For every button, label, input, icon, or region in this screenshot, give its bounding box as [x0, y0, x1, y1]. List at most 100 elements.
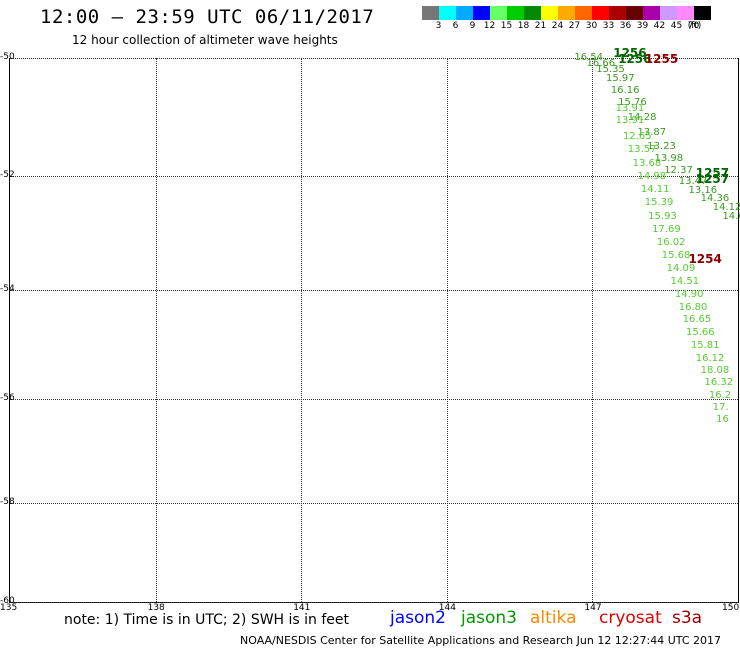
- colorbar-label: 12: [483, 21, 496, 31]
- colorbar-label: 21: [534, 21, 547, 31]
- wave-height-value: 13.98: [654, 152, 684, 164]
- wave-height-value: 14.90: [674, 288, 704, 300]
- longitude-label: 141: [293, 603, 311, 613]
- colorbar-label: 15: [500, 21, 513, 31]
- wave-height-value: 15.97: [605, 73, 635, 85]
- pass-time-label: 1254: [688, 252, 722, 267]
- wave-height-value: 12.37: [664, 164, 693, 176]
- latitude-gridline: [10, 176, 738, 178]
- wave-height-value: 16.80: [678, 301, 708, 313]
- wave-height-value: 15.93: [648, 210, 677, 222]
- map-subtitle: 12 hour collection of altimeter wave hei…: [72, 33, 338, 47]
- colorbar-swatch: [473, 6, 490, 20]
- colorbar-label: 9: [469, 21, 476, 31]
- colorbar-swatch: [558, 6, 575, 20]
- colorbar-label: 6: [452, 21, 459, 31]
- wave-height-value: 16.65: [682, 314, 712, 326]
- wave-height-value: 15.68: [661, 249, 691, 261]
- colorbar-swatch: [456, 6, 473, 20]
- colorbar-label: 3: [435, 21, 442, 31]
- wave-height-value: 14.12: [712, 202, 740, 214]
- latitude-gridline: [10, 58, 738, 59]
- legend-jason3: jason3: [461, 608, 517, 628]
- wave-height-value: 13.91: [615, 102, 645, 114]
- latitude-label: -52: [0, 170, 15, 181]
- colorbar-swatch: [643, 6, 660, 20]
- colorbar-swatch: [694, 6, 711, 20]
- wave-height-value: 13.16: [688, 184, 718, 196]
- longitude-label: 135: [0, 603, 18, 613]
- wave-height-value: 18.08: [700, 364, 730, 376]
- latitude-label: -58: [0, 496, 15, 507]
- wave-height-value: 13.23: [647, 141, 676, 153]
- latitude-gridline: [10, 602, 738, 603]
- colorbar-label: 36: [619, 21, 632, 31]
- wave-height-value: 13.91: [615, 114, 645, 126]
- colorbar-label: 24: [551, 21, 564, 31]
- latitude-gridline: [10, 502, 738, 504]
- pass-time-label: 1256: [613, 46, 647, 61]
- wave-height-value: 16.02: [656, 236, 686, 248]
- wave-height-value: 14.11: [640, 184, 670, 196]
- wave-height-value: 17.69: [652, 223, 681, 235]
- wave-height-value: 16.32: [704, 377, 734, 389]
- wave-height-value: 14.98: [637, 170, 667, 182]
- latitude-label: -60: [0, 596, 15, 606]
- colorbar-label: 30: [585, 21, 598, 31]
- wave-height-colorbar: [422, 6, 711, 20]
- pass-time-label: 1256: [618, 52, 652, 67]
- wave-height-value: 16.54: [574, 52, 604, 63]
- footer-note: note: 1) Time is in UTC; 2) SWH is in fe…: [64, 612, 350, 628]
- colorbar-swatch: [524, 6, 541, 20]
- longitude-label: 144: [438, 603, 456, 613]
- wave-height-value: 14.28: [627, 111, 657, 123]
- colorbar-swatch: [507, 6, 524, 20]
- wave-height-value: 15.81: [690, 339, 720, 351]
- wave-height-value: 15.35: [596, 64, 625, 76]
- colorbar-swatch: [660, 6, 677, 20]
- colorbar-swatch: [677, 6, 694, 20]
- colorbar-label: 33: [602, 21, 615, 31]
- map-title: 12:00 – 23:59 UTC 06/11/2017: [40, 6, 375, 28]
- wave-height-value: 14.36: [700, 193, 730, 205]
- colorbar-swatch: [439, 6, 456, 20]
- wave-height-value: 12.65: [622, 130, 652, 142]
- latitude-label: -54: [0, 283, 15, 294]
- longitude-gridline: [155, 58, 157, 602]
- longitude-gridline: [446, 58, 448, 602]
- colorbar-label: 42: [653, 21, 666, 31]
- wave-height-value: 15.66: [686, 326, 715, 338]
- latitude-label: -50: [0, 52, 15, 62]
- latitude-label: -56: [0, 392, 15, 403]
- wave-height-value: 13.68: [632, 157, 662, 169]
- longitude-label: 138: [147, 603, 165, 613]
- pass-time-label: 1257: [695, 172, 730, 187]
- colorbar-label: 39: [636, 21, 649, 31]
- wave-height-value: 14.09: [666, 262, 696, 274]
- credit-line: NOAA/NESDIS Center for Satellite Applica…: [240, 634, 722, 647]
- colorbar-label: 18: [517, 21, 530, 31]
- colorbar-label: 45: [670, 21, 683, 31]
- wave-height-value: 16.2: [708, 389, 732, 401]
- map-plot-area: [9, 58, 739, 603]
- legend-s3a: s3a: [672, 608, 703, 628]
- colorbar-swatch: [575, 6, 592, 20]
- wave-height-value: 13.87: [637, 126, 667, 138]
- wave-height-value: 15.39: [644, 197, 674, 209]
- colorbar-swatch: [609, 6, 626, 20]
- pass-time-label: 1257: [695, 166, 730, 181]
- colorbar-label: 70: [687, 21, 700, 31]
- legend-cryosat: cryosat: [599, 608, 662, 628]
- wave-height-value: 16.12: [695, 352, 725, 364]
- colorbar-label: 27: [568, 21, 581, 31]
- wave-height-value: 14.51: [670, 276, 700, 288]
- colorbar-swatch: [490, 6, 507, 20]
- colorbar-swatch: [592, 6, 609, 20]
- wave-height-value: 17.: [712, 401, 729, 413]
- latitude-gridline: [10, 289, 738, 291]
- longitude-gridline: [301, 58, 303, 602]
- legend-jason2: jason2: [390, 608, 446, 628]
- colorbar-label: (ft): [687, 21, 702, 31]
- latitude-gridline: [10, 398, 738, 400]
- wave-height-value: 13.57: [627, 144, 657, 156]
